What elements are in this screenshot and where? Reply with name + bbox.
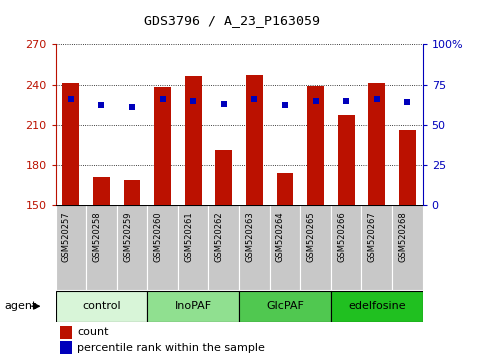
FancyBboxPatch shape — [147, 291, 239, 321]
FancyBboxPatch shape — [239, 205, 270, 290]
Text: InoPAF: InoPAF — [175, 301, 212, 311]
Point — [189, 98, 197, 103]
Point — [342, 98, 350, 103]
FancyBboxPatch shape — [209, 205, 239, 290]
Text: GSM520260: GSM520260 — [154, 211, 163, 262]
Text: GSM520259: GSM520259 — [123, 211, 132, 262]
FancyBboxPatch shape — [239, 291, 331, 321]
FancyBboxPatch shape — [147, 205, 178, 290]
Text: GSM520263: GSM520263 — [245, 211, 255, 262]
Bar — [93, 177, 110, 205]
Point — [128, 104, 136, 110]
FancyBboxPatch shape — [392, 205, 423, 290]
Bar — [60, 341, 72, 354]
Bar — [62, 83, 79, 205]
FancyBboxPatch shape — [270, 205, 300, 290]
Point — [403, 99, 411, 105]
Text: GSM520261: GSM520261 — [184, 211, 193, 262]
FancyBboxPatch shape — [331, 291, 423, 321]
Bar — [154, 87, 171, 205]
FancyBboxPatch shape — [56, 205, 86, 290]
Text: GSM520268: GSM520268 — [398, 211, 407, 262]
Point — [312, 98, 319, 103]
Bar — [369, 83, 385, 205]
Text: agent: agent — [5, 301, 37, 311]
Bar — [338, 115, 355, 205]
FancyBboxPatch shape — [56, 291, 147, 321]
Point — [281, 103, 289, 108]
Point — [98, 103, 105, 108]
FancyBboxPatch shape — [300, 205, 331, 290]
Bar — [246, 75, 263, 205]
Bar — [277, 173, 293, 205]
FancyBboxPatch shape — [178, 205, 209, 290]
FancyBboxPatch shape — [117, 205, 147, 290]
Bar — [185, 76, 201, 205]
FancyBboxPatch shape — [361, 205, 392, 290]
Bar — [124, 180, 141, 205]
Text: GSM520265: GSM520265 — [307, 211, 315, 262]
Text: GDS3796 / A_23_P163059: GDS3796 / A_23_P163059 — [144, 14, 320, 27]
Text: GSM520266: GSM520266 — [337, 211, 346, 262]
Bar — [307, 86, 324, 205]
Text: edelfosine: edelfosine — [348, 301, 406, 311]
FancyBboxPatch shape — [331, 205, 361, 290]
FancyBboxPatch shape — [86, 205, 117, 290]
Point — [251, 96, 258, 102]
Bar — [215, 150, 232, 205]
Bar — [60, 326, 72, 339]
Point — [159, 96, 167, 102]
Point — [220, 101, 227, 107]
Text: GlcPAF: GlcPAF — [266, 301, 304, 311]
Text: GSM520264: GSM520264 — [276, 211, 285, 262]
Text: GSM520262: GSM520262 — [215, 211, 224, 262]
Text: control: control — [82, 301, 121, 311]
Bar — [399, 130, 416, 205]
Text: percentile rank within the sample: percentile rank within the sample — [77, 343, 265, 353]
Text: count: count — [77, 327, 109, 337]
Point — [373, 96, 381, 102]
Text: GSM520258: GSM520258 — [92, 211, 101, 262]
Text: GSM520267: GSM520267 — [368, 211, 377, 262]
Text: GSM520257: GSM520257 — [62, 211, 71, 262]
Point — [67, 96, 75, 102]
